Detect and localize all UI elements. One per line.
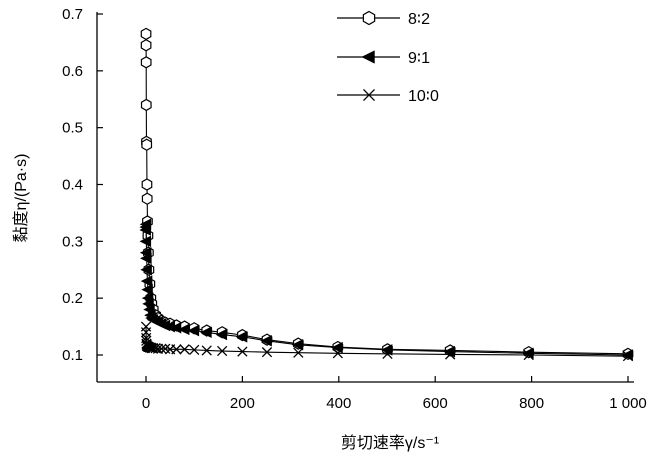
- data-point-hexagon: [362, 10, 376, 26]
- legend-label: 9∶1: [408, 50, 430, 67]
- data-point-triangle: [200, 326, 212, 339]
- data-point-hexagon: [140, 98, 152, 112]
- data-point-triangle: [141, 283, 153, 296]
- y-tick-label: 0.5: [62, 120, 83, 137]
- data-point-triangle: [215, 328, 228, 341]
- data-point-x: [237, 346, 248, 357]
- data-point-triangle: [260, 335, 272, 347]
- y-tick-label: 0.4: [62, 177, 83, 194]
- x-tick-label: 1 000: [609, 395, 647, 412]
- y-tick-label: 0.3: [62, 233, 83, 250]
- data-point-triangle: [331, 341, 343, 354]
- data-point-hexagon: [141, 192, 153, 205]
- data-point-triangle: [187, 324, 200, 337]
- data-point-triangle: [177, 323, 190, 336]
- data-point-x: [189, 344, 200, 356]
- series-line: [145, 33, 629, 355]
- legend: 8∶2 9∶1 10∶0: [337, 10, 439, 105]
- series-3: [140, 321, 634, 362]
- series-2: [139, 218, 633, 361]
- data-point-x: [363, 89, 375, 101]
- data-point-hexagon: [140, 39, 152, 52]
- data-point-x: [382, 348, 393, 359]
- data-point-x: [179, 344, 190, 355]
- axis-ticks: 0 200 400 600 800 1 000 0.1 0.2 0.3 0.4 0.5 0.6 0.7: [62, 6, 647, 412]
- data-point-x: [622, 351, 634, 362]
- data-point-triangle: [140, 252, 152, 265]
- x-tick-label: 400: [326, 395, 351, 412]
- data-point-hexagon: [141, 138, 153, 151]
- data-point-x: [332, 348, 343, 359]
- x-tick-label: 800: [519, 395, 544, 412]
- data-point-x: [201, 345, 212, 356]
- data-point-triangle: [139, 218, 152, 231]
- x-tick-label: 0: [142, 395, 150, 412]
- data-point-triangle: [235, 331, 248, 343]
- data-point-triangle: [291, 339, 304, 351]
- data-point-x: [217, 345, 228, 357]
- plot-frame: [96, 12, 634, 383]
- data-point-x: [293, 347, 304, 358]
- y-tick-label: 0.7: [62, 6, 83, 23]
- y-tick-label: 0.6: [62, 63, 83, 80]
- legend-item: 10∶0: [337, 88, 439, 105]
- legend-item: 9∶1: [337, 50, 430, 67]
- data-point-triangle: [140, 263, 152, 276]
- data-point-x: [261, 347, 273, 358]
- legend-item: 8∶2: [337, 10, 430, 28]
- x-axis-title: 剪切速率γ/s⁻¹: [341, 434, 439, 452]
- data-point-triangle: [361, 50, 375, 64]
- data-point-x: [523, 349, 534, 361]
- data-point-x: [152, 343, 164, 354]
- data-point-hexagon: [140, 56, 152, 69]
- series-1: [140, 27, 634, 361]
- data-point-x: [171, 344, 182, 355]
- data-point-triangle: [140, 275, 153, 287]
- y-tick-label: 0.2: [62, 290, 83, 307]
- data-point-triangle: [139, 235, 152, 248]
- data-point-triangle: [169, 321, 182, 334]
- y-axis-title: 黏度η/(Pa·s): [12, 154, 30, 243]
- data-point-hexagon: [140, 27, 152, 41]
- x-tick-label: 200: [230, 395, 255, 412]
- data-point-x: [156, 343, 167, 354]
- data-point-x: [445, 349, 456, 360]
- data-point-hexagon: [141, 178, 153, 191]
- legend-label: 8∶2: [408, 11, 430, 28]
- x-tick-label: 600: [423, 395, 448, 412]
- series-layer: [139, 27, 634, 362]
- legend-label: 10∶0: [408, 88, 439, 105]
- y-tick-label: 0.1: [62, 347, 83, 364]
